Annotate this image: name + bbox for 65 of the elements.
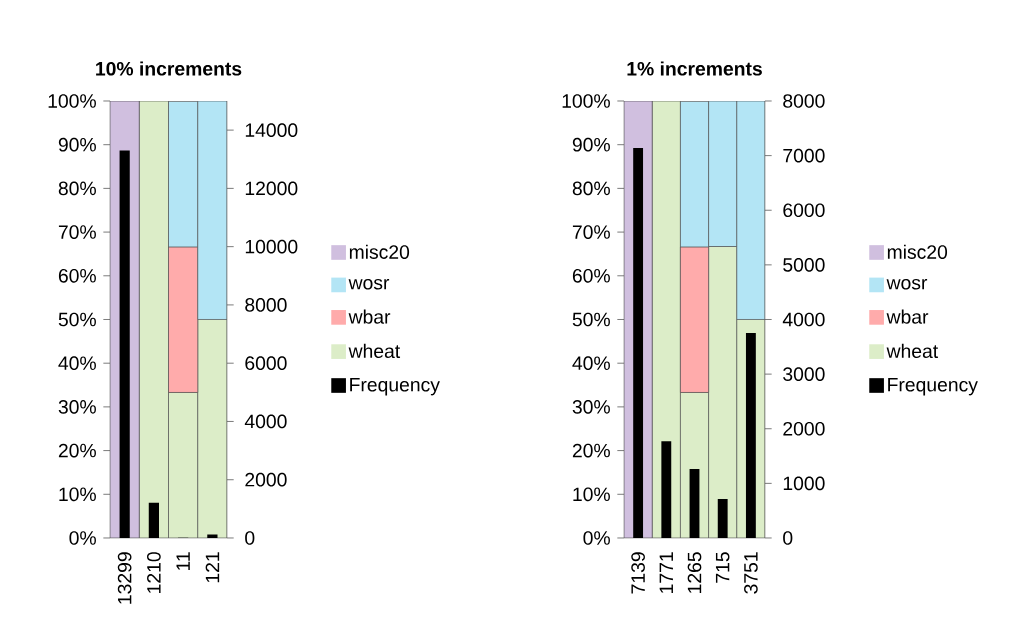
y-tick-label: 60% (58, 268, 96, 283)
x-tick-label: 3751 (744, 552, 758, 594)
y2-tick-label: 5000 (783, 258, 825, 272)
y-tick-label: 40% (572, 356, 610, 371)
y-tick-label: 30% (572, 400, 610, 414)
y2-tick-label: 7000 (783, 148, 825, 163)
y2-tick-label: 0 (245, 531, 255, 545)
x-tick-label: 1771 (659, 552, 673, 593)
y-tick-label: 70% (572, 225, 610, 239)
legend-label: Frequency (888, 378, 978, 396)
y2-tick-label: 14000 (245, 123, 298, 137)
y2-tick-label: 10000 (245, 239, 298, 254)
y-tick-label: 100% (48, 94, 96, 108)
x-tick-label: 1210 (147, 552, 161, 593)
x-tick-label: 715 (715, 552, 730, 583)
y-tick-label: 70% (58, 225, 96, 239)
y-tick-label: 60% (572, 268, 610, 283)
x-tick-label: 13299 (117, 552, 132, 604)
legend-label: wheat (348, 343, 401, 359)
y-tick-label: 30% (58, 400, 96, 414)
y-tick-label: 0% (69, 531, 96, 545)
chart-title: 10% increments (96, 61, 242, 76)
y-tick-label: 100% (562, 94, 610, 108)
chart-title: 1% increments (627, 61, 762, 76)
y-tick-label: 90% (572, 137, 610, 152)
y2-tick-label: 1000 (783, 476, 825, 491)
y-tick-label: 20% (572, 443, 610, 458)
bar (207, 534, 218, 538)
bar (661, 441, 672, 538)
y2-tick-label: 2000 (245, 472, 287, 487)
y-tick-label: 10% (573, 487, 610, 502)
y-tick-label: 40% (58, 356, 96, 371)
legend-label: wbar (886, 309, 929, 324)
y-tick-label: 50% (58, 312, 96, 327)
y-tick-label: 50% (572, 312, 610, 327)
y2-tick-label: 4000 (782, 312, 825, 327)
bar (689, 468, 700, 538)
legend-label: wosr (348, 278, 390, 290)
y-tick-label: 90% (58, 137, 96, 152)
y2-tick-label: 4000 (244, 414, 287, 429)
x-tick-label: 11 (176, 552, 190, 570)
y-tick-label: 10% (59, 487, 96, 502)
legend-label: Frequency (350, 378, 440, 396)
legend-label: misc20 (887, 244, 948, 259)
bar (148, 502, 159, 538)
x-tick-label: 7139 (631, 552, 645, 594)
y2-tick-label: 6000 (783, 203, 825, 218)
y2-tick-label: 0 (783, 531, 793, 545)
bar (717, 498, 728, 538)
x-tick-label: 1265 (687, 552, 702, 593)
y2-tick-label: 6000 (245, 356, 287, 371)
y2-tick-label: 2000 (783, 421, 825, 436)
y-tick-label: 80% (572, 181, 610, 196)
legend-label: wosr (886, 278, 928, 290)
y-tick-label: 80% (58, 181, 96, 196)
y-tick-label: 0% (583, 531, 610, 545)
legend-label: wheat (886, 343, 939, 359)
legend-label: misc20 (349, 244, 410, 259)
y-tick-label: 20% (58, 443, 96, 458)
y2-tick-label: 12000 (245, 181, 298, 196)
y2-tick-label: 3000 (783, 367, 825, 381)
y2-tick-label: 8000 (245, 298, 287, 312)
legend-label: wbar (348, 309, 391, 324)
x-tick-label: 121 (205, 552, 220, 583)
y2-tick-label: 8000 (783, 94, 825, 108)
